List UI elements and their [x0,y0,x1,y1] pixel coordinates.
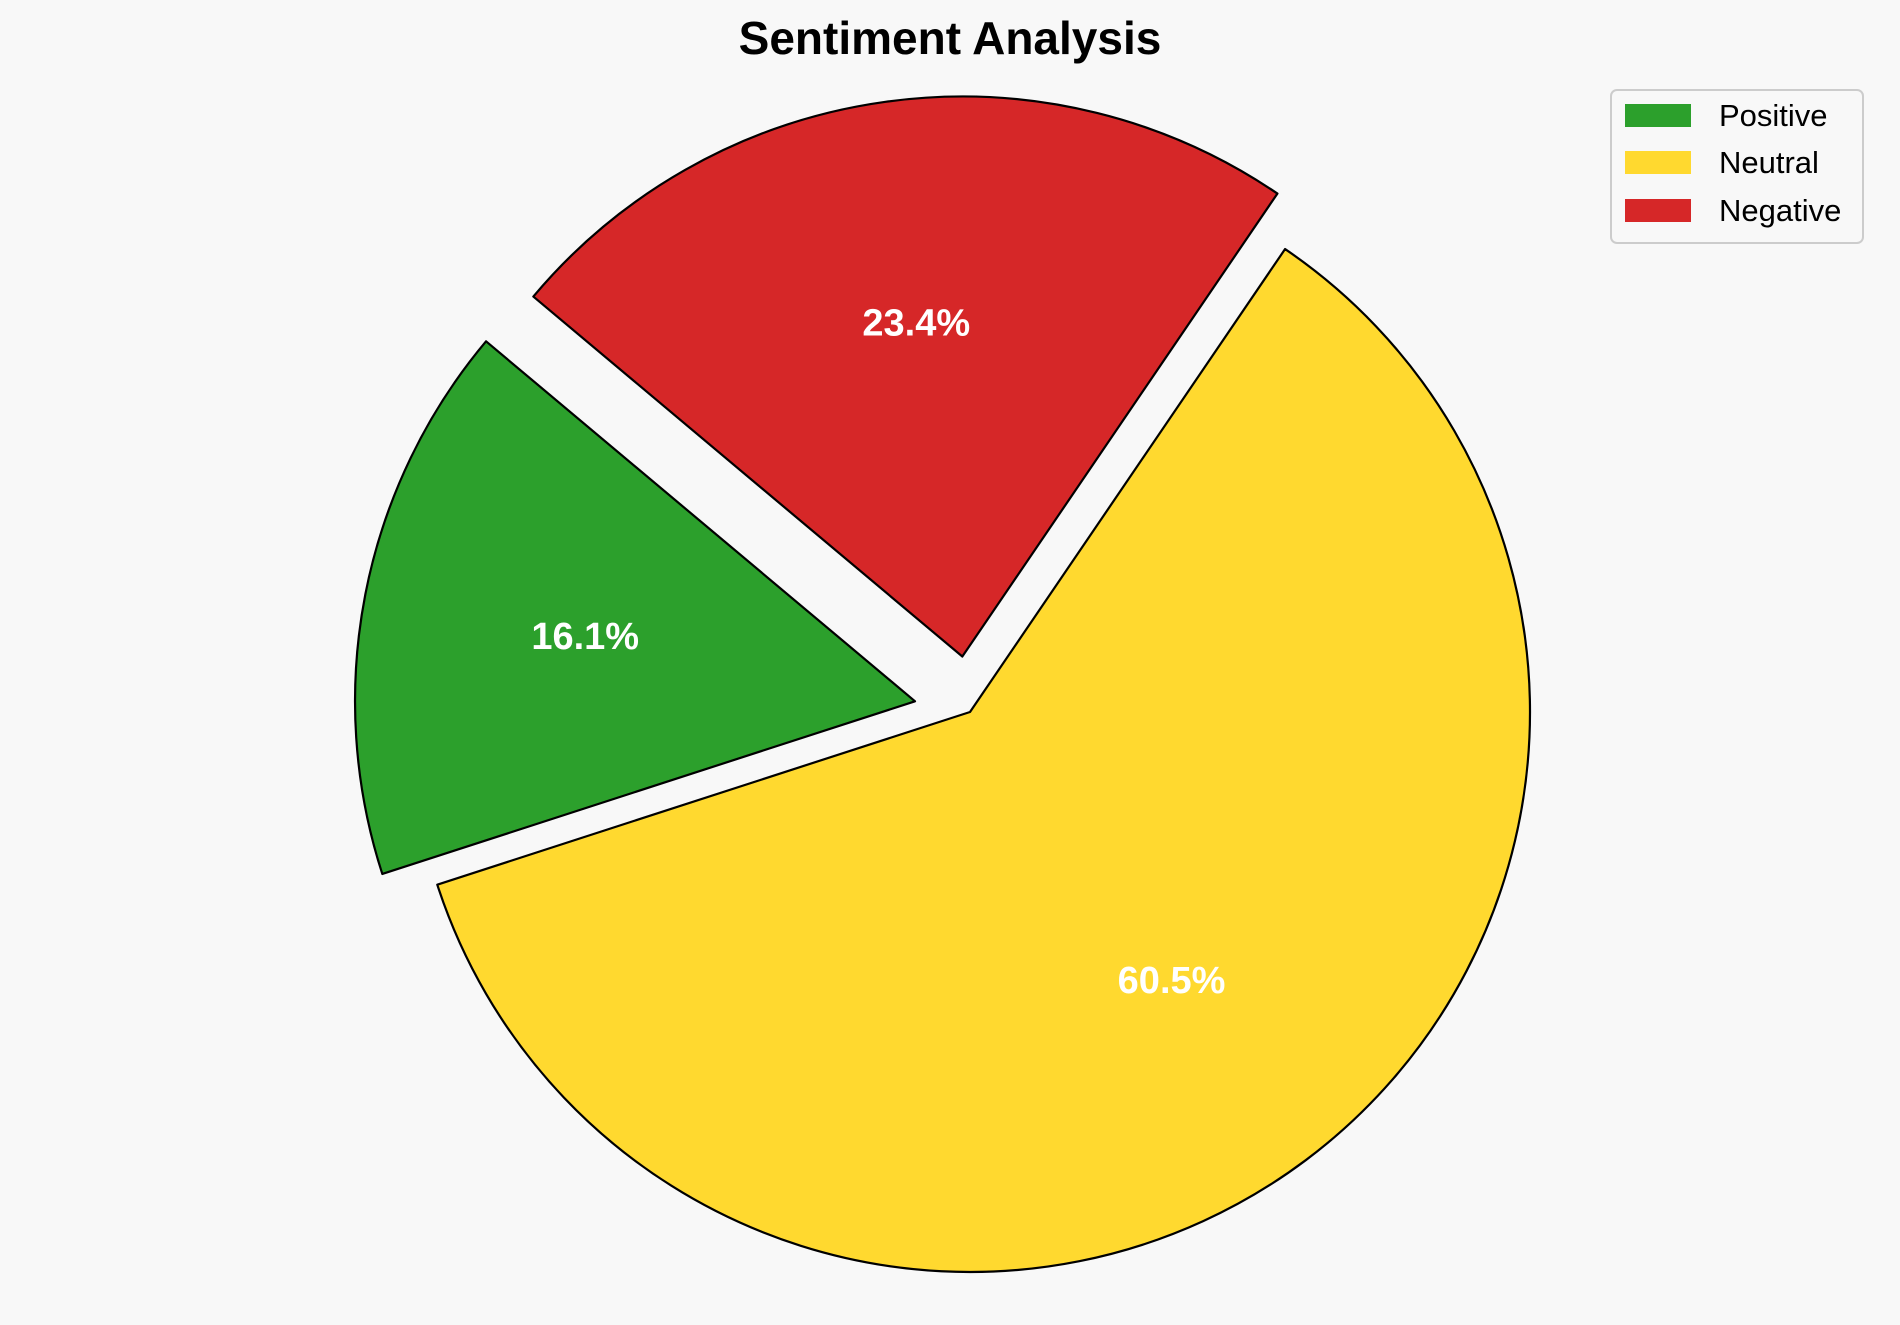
legend-label-positive: Positive [1719,98,1828,133]
pie-label-neutral: 60.5% [1118,960,1226,1002]
legend-label-neutral: Neutral [1719,145,1819,180]
pie-slice-neutral [436,247,1532,1274]
pie-slices [353,95,1532,1274]
legend: Positive Neutral Negative [1610,89,1864,244]
legend-label-negative: Negative [1719,193,1841,228]
pie-label-positive: 16.1% [531,616,639,658]
legend-swatch-positive [1625,104,1691,127]
pie-label-negative: 23.4% [862,303,970,345]
legend-swatch-neutral [1625,151,1691,174]
chart-title: Sentiment Analysis [739,12,1162,64]
pie-slice-negative [532,95,1279,658]
pie-labels: 16.1% 60.5% 23.4% [531,303,1225,1002]
pie-slice-positive [353,340,917,876]
legend-swatch-negative [1625,199,1691,222]
